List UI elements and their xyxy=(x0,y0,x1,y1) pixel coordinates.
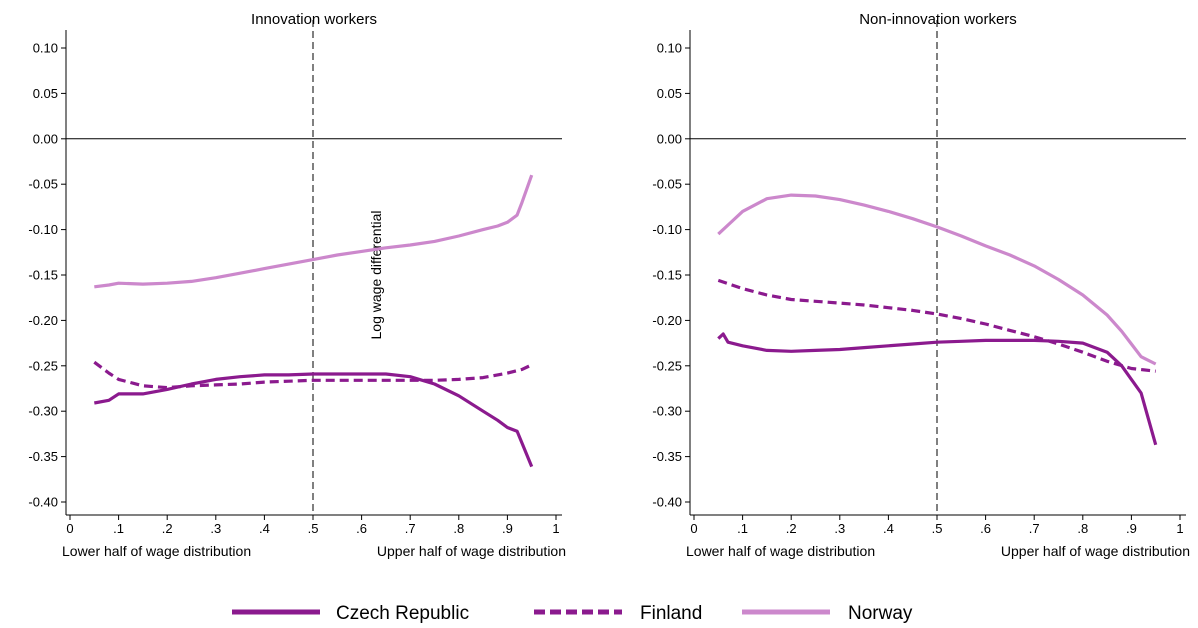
x-tick-label: .6 xyxy=(356,521,367,536)
x-tick-label: 1 xyxy=(1176,521,1183,536)
y-tick-label: -0.15 xyxy=(28,268,58,283)
series-line-finland xyxy=(717,278,1156,373)
legend-label: Czech Republic xyxy=(336,603,469,624)
y-tick-label: -0.40 xyxy=(652,495,682,510)
y-tick-label: 0.10 xyxy=(33,41,58,56)
y-tick-label: -0.35 xyxy=(652,449,682,464)
y-tick-label: 0.05 xyxy=(33,86,58,101)
xlabel-lower-half: Lower half of wage distribution xyxy=(62,543,251,559)
x-tick-label: 1 xyxy=(552,521,559,536)
x-tick-label: 0 xyxy=(66,521,73,536)
x-tick-label: .9 xyxy=(502,521,513,536)
y-tick-label: -0.30 xyxy=(652,404,682,419)
x-tick-label: .2 xyxy=(786,521,797,536)
series-line-finland xyxy=(93,360,533,390)
x-tick-label: .1 xyxy=(737,521,748,536)
panel-non-innovation-workers: Non-innovation workers 0.10 0.05 0.00 -0.05 -… xyxy=(652,11,1190,559)
x-tick-label: .8 xyxy=(453,521,464,536)
legend-label: Norway xyxy=(848,603,913,624)
y-tick-label: -0.30 xyxy=(28,404,58,419)
y-tick-label: -0.05 xyxy=(652,177,682,192)
y-tick-label: -0.15 xyxy=(652,268,682,283)
y-tick-label: -0.25 xyxy=(28,358,58,373)
y-tick-label: -0.40 xyxy=(28,495,58,510)
legend-label: Finland xyxy=(640,603,702,624)
panel-title: Innovation workers xyxy=(251,11,377,28)
y-tick-label: -0.05 xyxy=(28,177,58,192)
series-line-czech-republic xyxy=(717,332,1158,446)
y-tick-label: -0.20 xyxy=(28,313,58,328)
x-tick-label: .3 xyxy=(210,521,221,536)
xlabel-upper-half: Upper half of wage distribution xyxy=(377,543,566,559)
xlabel-upper-half: Upper half of wage distribution xyxy=(1001,543,1190,559)
y-tick-label: -0.20 xyxy=(652,313,682,328)
y-tick-label: 0.10 xyxy=(657,41,682,56)
x-tick-label: .5 xyxy=(932,521,943,536)
y-tick-label: -0.10 xyxy=(28,222,58,237)
x-tick-label: .5 xyxy=(308,521,319,536)
y-tick-label: 0.00 xyxy=(33,131,58,146)
series-line-czech-republic xyxy=(94,372,534,468)
y-axis-title: Log wage differential xyxy=(368,211,384,340)
series-line-norway xyxy=(94,174,534,289)
xlabel-lower-half: Lower half of wage distribution xyxy=(686,543,875,559)
x-tick-label: .1 xyxy=(113,521,124,536)
legend: Czech Republic Finland Norway xyxy=(232,603,913,624)
y-tick-label: 0.00 xyxy=(657,131,682,146)
y-tick-label: 0.05 xyxy=(657,86,682,101)
y-tick-label: -0.10 xyxy=(652,222,682,237)
x-tick-label: .7 xyxy=(405,521,416,536)
x-tick-label: .4 xyxy=(259,521,270,536)
x-tick-label: 0 xyxy=(690,521,697,536)
x-tick-label: .6 xyxy=(980,521,991,536)
x-tick-label: .7 xyxy=(1029,521,1040,536)
series-line-norway xyxy=(717,193,1157,366)
panel-innovation-workers: Innovation workers 0.10 0.05 0.00 -0.05 -0.10… xyxy=(28,11,566,559)
x-tick-label: .4 xyxy=(883,521,894,536)
x-tick-label: .3 xyxy=(834,521,845,536)
panel-title: Non-innovation workers xyxy=(859,11,1017,28)
x-tick-label: .9 xyxy=(1126,521,1137,536)
y-tick-label: -0.25 xyxy=(652,358,682,373)
x-tick-label: .2 xyxy=(162,521,173,536)
y-tick-label: -0.35 xyxy=(28,449,58,464)
x-tick-label: .8 xyxy=(1077,521,1088,536)
